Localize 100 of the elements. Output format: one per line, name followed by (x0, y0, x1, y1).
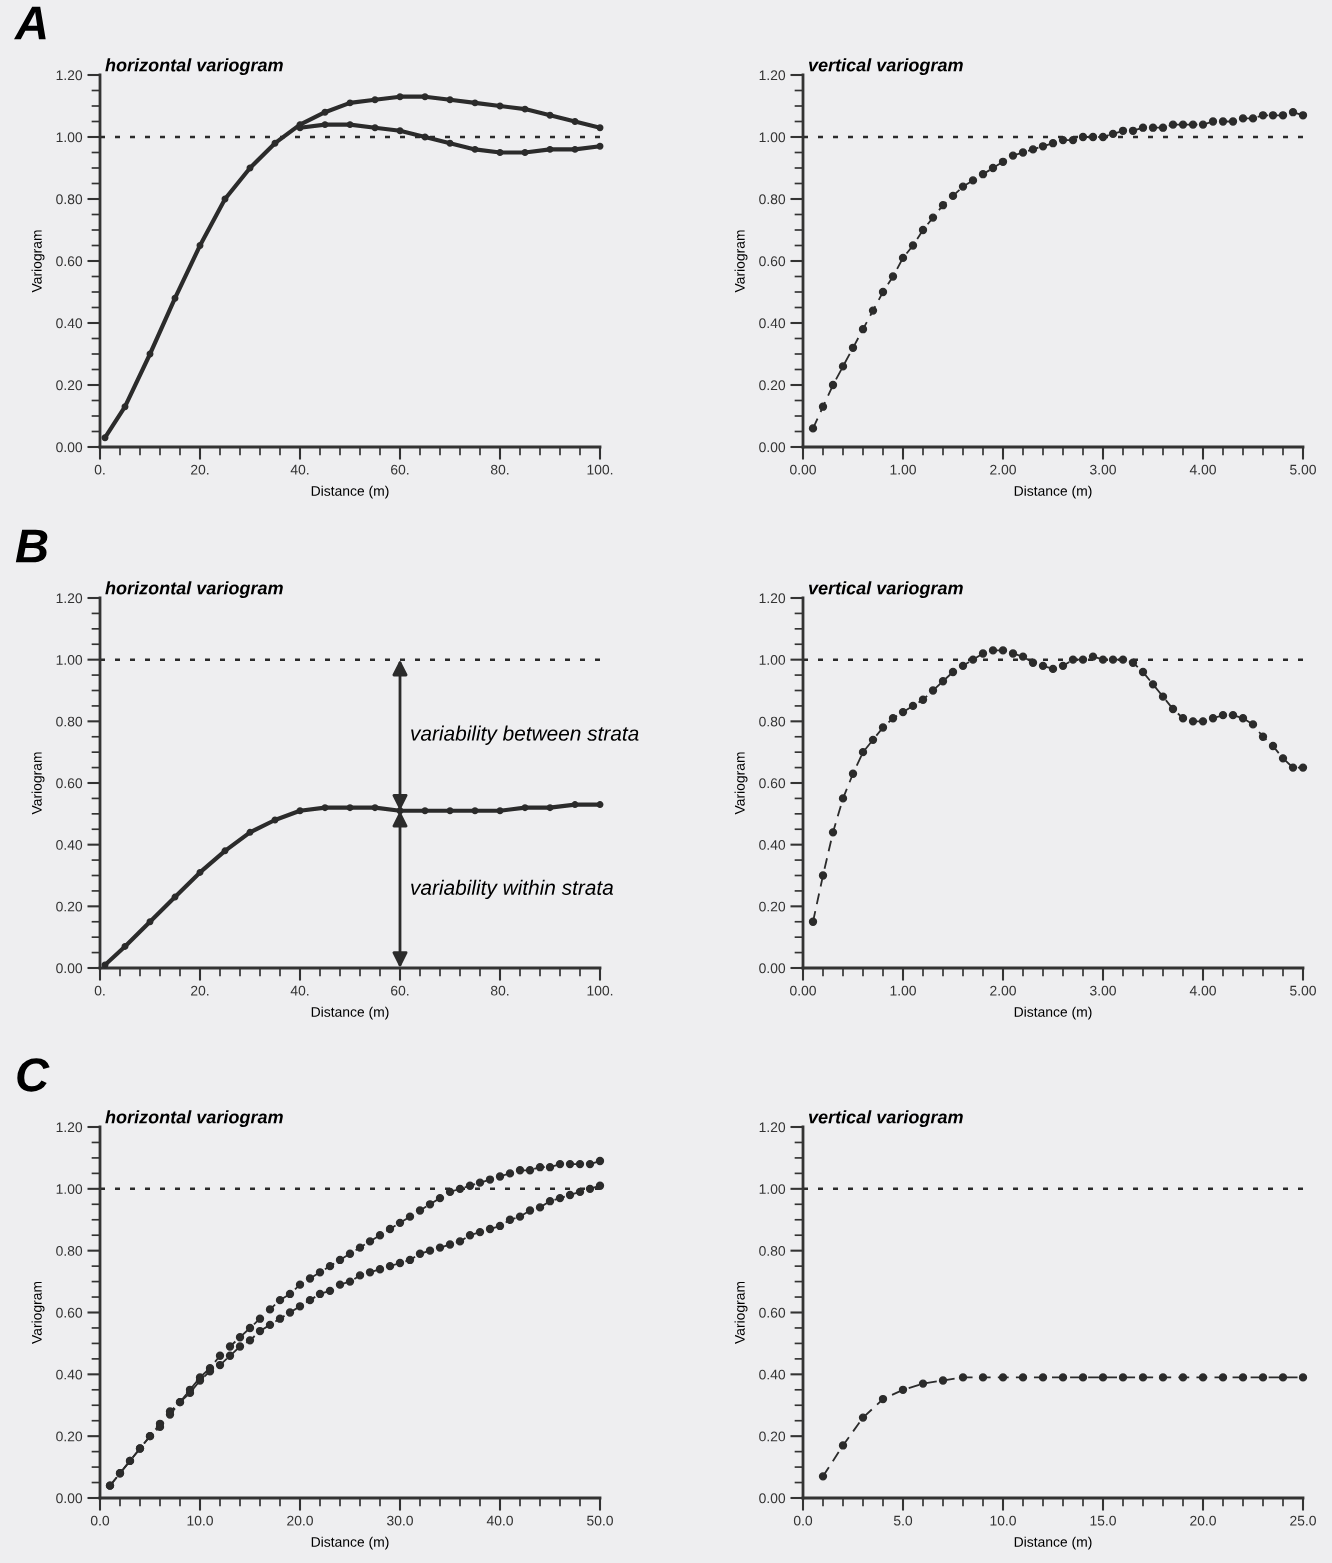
x-tick-label: 3.00 (1090, 985, 1116, 996)
y-tick-label: 0.40 (759, 840, 786, 850)
x-tick-label: 4.00 (1189, 985, 1216, 996)
x-tick-label: 50.0 (587, 1515, 613, 1526)
x-tick-label: 40. (290, 985, 309, 996)
chart-title: vertical variogram (808, 581, 963, 598)
x-tick-label: 100. (587, 464, 613, 475)
annotation: variability between strata (411, 725, 639, 745)
x-tick-label: 20. (191, 464, 209, 475)
y-tick-label: 0.00 (759, 442, 786, 453)
y-tick-label: 0.60 (759, 778, 786, 789)
x-axis-title: Distance (m) (1014, 1006, 1092, 1020)
y-tick-label: 1.20 (759, 593, 786, 604)
x-axis-title: Distance (m) (1014, 1536, 1092, 1550)
x-tick-label: 2.00 (990, 985, 1016, 996)
y-tick-label: 1.00 (56, 1184, 83, 1194)
y-tick-label: 0.80 (56, 716, 83, 727)
y-axis-title: Variogram (31, 1281, 45, 1344)
chart-title: horizontal variogram (105, 581, 283, 598)
x-tick-label: 5.0 (893, 1515, 913, 1526)
x-tick-label: 5.00 (1290, 464, 1316, 475)
x-tick-label: 60. (391, 985, 409, 996)
x-tick-label: 1.00 (890, 464, 916, 475)
y-tick-label: 0.40 (56, 1369, 83, 1380)
annotation: variability within strata (411, 879, 614, 900)
x-tick-label: 20.0 (1190, 1515, 1216, 1526)
y-tick-label: 0.40 (759, 318, 786, 329)
x-tick-label: 4.00 (1189, 464, 1216, 475)
y-tick-label: 1.20 (759, 1122, 786, 1133)
y-tick-label: 0.60 (56, 1307, 83, 1318)
y-tick-label: 0.40 (759, 1369, 786, 1380)
x-tick-label: 40.0 (486, 1515, 513, 1526)
y-tick-label: 1.00 (759, 1184, 786, 1194)
y-axis-title: Variogram (31, 752, 45, 815)
y-tick-label: 0.80 (56, 1246, 83, 1256)
x-tick-label: 60. (391, 464, 409, 475)
y-axis-title: Variogram (734, 752, 748, 815)
x-tick-label: 30.0 (387, 1515, 413, 1526)
x-tick-label: 0. (94, 985, 105, 996)
y-tick-label: 1.00 (56, 132, 83, 143)
x-tick-label: 10.0 (187, 1515, 213, 1526)
y-axis-title: Variogram (31, 230, 45, 293)
x-tick-label: 25.0 (1290, 1515, 1316, 1526)
x-axis-title: Distance (m) (311, 485, 389, 499)
y-tick-label: 0.60 (759, 256, 786, 267)
x-tick-label: 0.0 (793, 1515, 813, 1526)
x-tick-label: 15.0 (1090, 1515, 1116, 1526)
x-tick-label: 20. (191, 985, 209, 996)
y-tick-label: 0.20 (759, 901, 786, 912)
y-tick-label: 0.00 (56, 442, 83, 453)
x-axis-title: Distance (m) (311, 1006, 389, 1020)
x-tick-label: 10.0 (990, 1515, 1016, 1526)
y-tick-label: 1.20 (56, 593, 83, 604)
y-tick-label: 0.20 (759, 380, 786, 391)
y-tick-label: 0.40 (56, 318, 83, 329)
y-tick-label: 1.00 (56, 655, 83, 665)
x-tick-label: 0.00 (790, 985, 816, 996)
y-axis-title: Variogram (734, 1281, 748, 1344)
x-tick-label: 20.0 (287, 1515, 313, 1526)
y-axis-title: Variogram (734, 230, 748, 293)
y-tick-label: 0.20 (56, 380, 83, 391)
x-axis-title: Distance (m) (311, 1536, 389, 1550)
x-tick-label: 0.0 (90, 1515, 110, 1526)
y-tick-label: 1.00 (759, 655, 786, 665)
x-tick-label: 2.00 (990, 464, 1016, 475)
y-tick-label: 0.80 (759, 1246, 786, 1256)
y-tick-label: 0.80 (759, 716, 786, 727)
x-tick-label: 5.00 (1290, 985, 1316, 996)
y-tick-label: 0.20 (56, 1431, 83, 1442)
y-tick-label: 0.60 (56, 256, 83, 267)
y-tick-label: 0.00 (759, 963, 786, 974)
y-tick-label: 0.60 (759, 1307, 786, 1318)
y-tick-label: 1.20 (56, 70, 83, 81)
chart-title: horizontal variogram (105, 58, 283, 75)
y-tick-label: 1.20 (759, 70, 786, 81)
y-tick-label: 0.40 (56, 840, 83, 850)
text: B (15, 529, 48, 563)
y-tick-label: 1.20 (56, 1122, 83, 1133)
y-tick-label: 0.80 (56, 194, 83, 205)
y-tick-label: 1.00 (759, 132, 786, 143)
text: C (17, 1058, 50, 1092)
x-tick-label: 80. (490, 985, 509, 996)
y-tick-label: 0.00 (759, 1493, 786, 1504)
x-tick-label: 40. (290, 464, 309, 475)
x-tick-label: 0. (94, 464, 105, 475)
x-tick-label: 1.00 (890, 985, 916, 996)
chart-title: vertical variogram (808, 58, 963, 75)
x-tick-label: 3.00 (1090, 464, 1116, 475)
x-axis-title: Distance (m) (1014, 485, 1092, 499)
y-tick-label: 0.20 (56, 901, 83, 912)
y-tick-label: 0.00 (56, 1493, 83, 1504)
y-tick-label: 0.60 (56, 778, 83, 789)
x-tick-label: 100. (587, 985, 613, 996)
y-tick-label: 0.20 (759, 1431, 786, 1442)
x-tick-label: 0.00 (790, 464, 816, 475)
y-tick-label: 0.80 (759, 194, 786, 205)
chart-title: horizontal variogram (105, 1110, 283, 1127)
x-tick-label: 80. (490, 464, 509, 475)
text: A (14, 6, 46, 40)
chart-title: vertical variogram (808, 1110, 963, 1127)
